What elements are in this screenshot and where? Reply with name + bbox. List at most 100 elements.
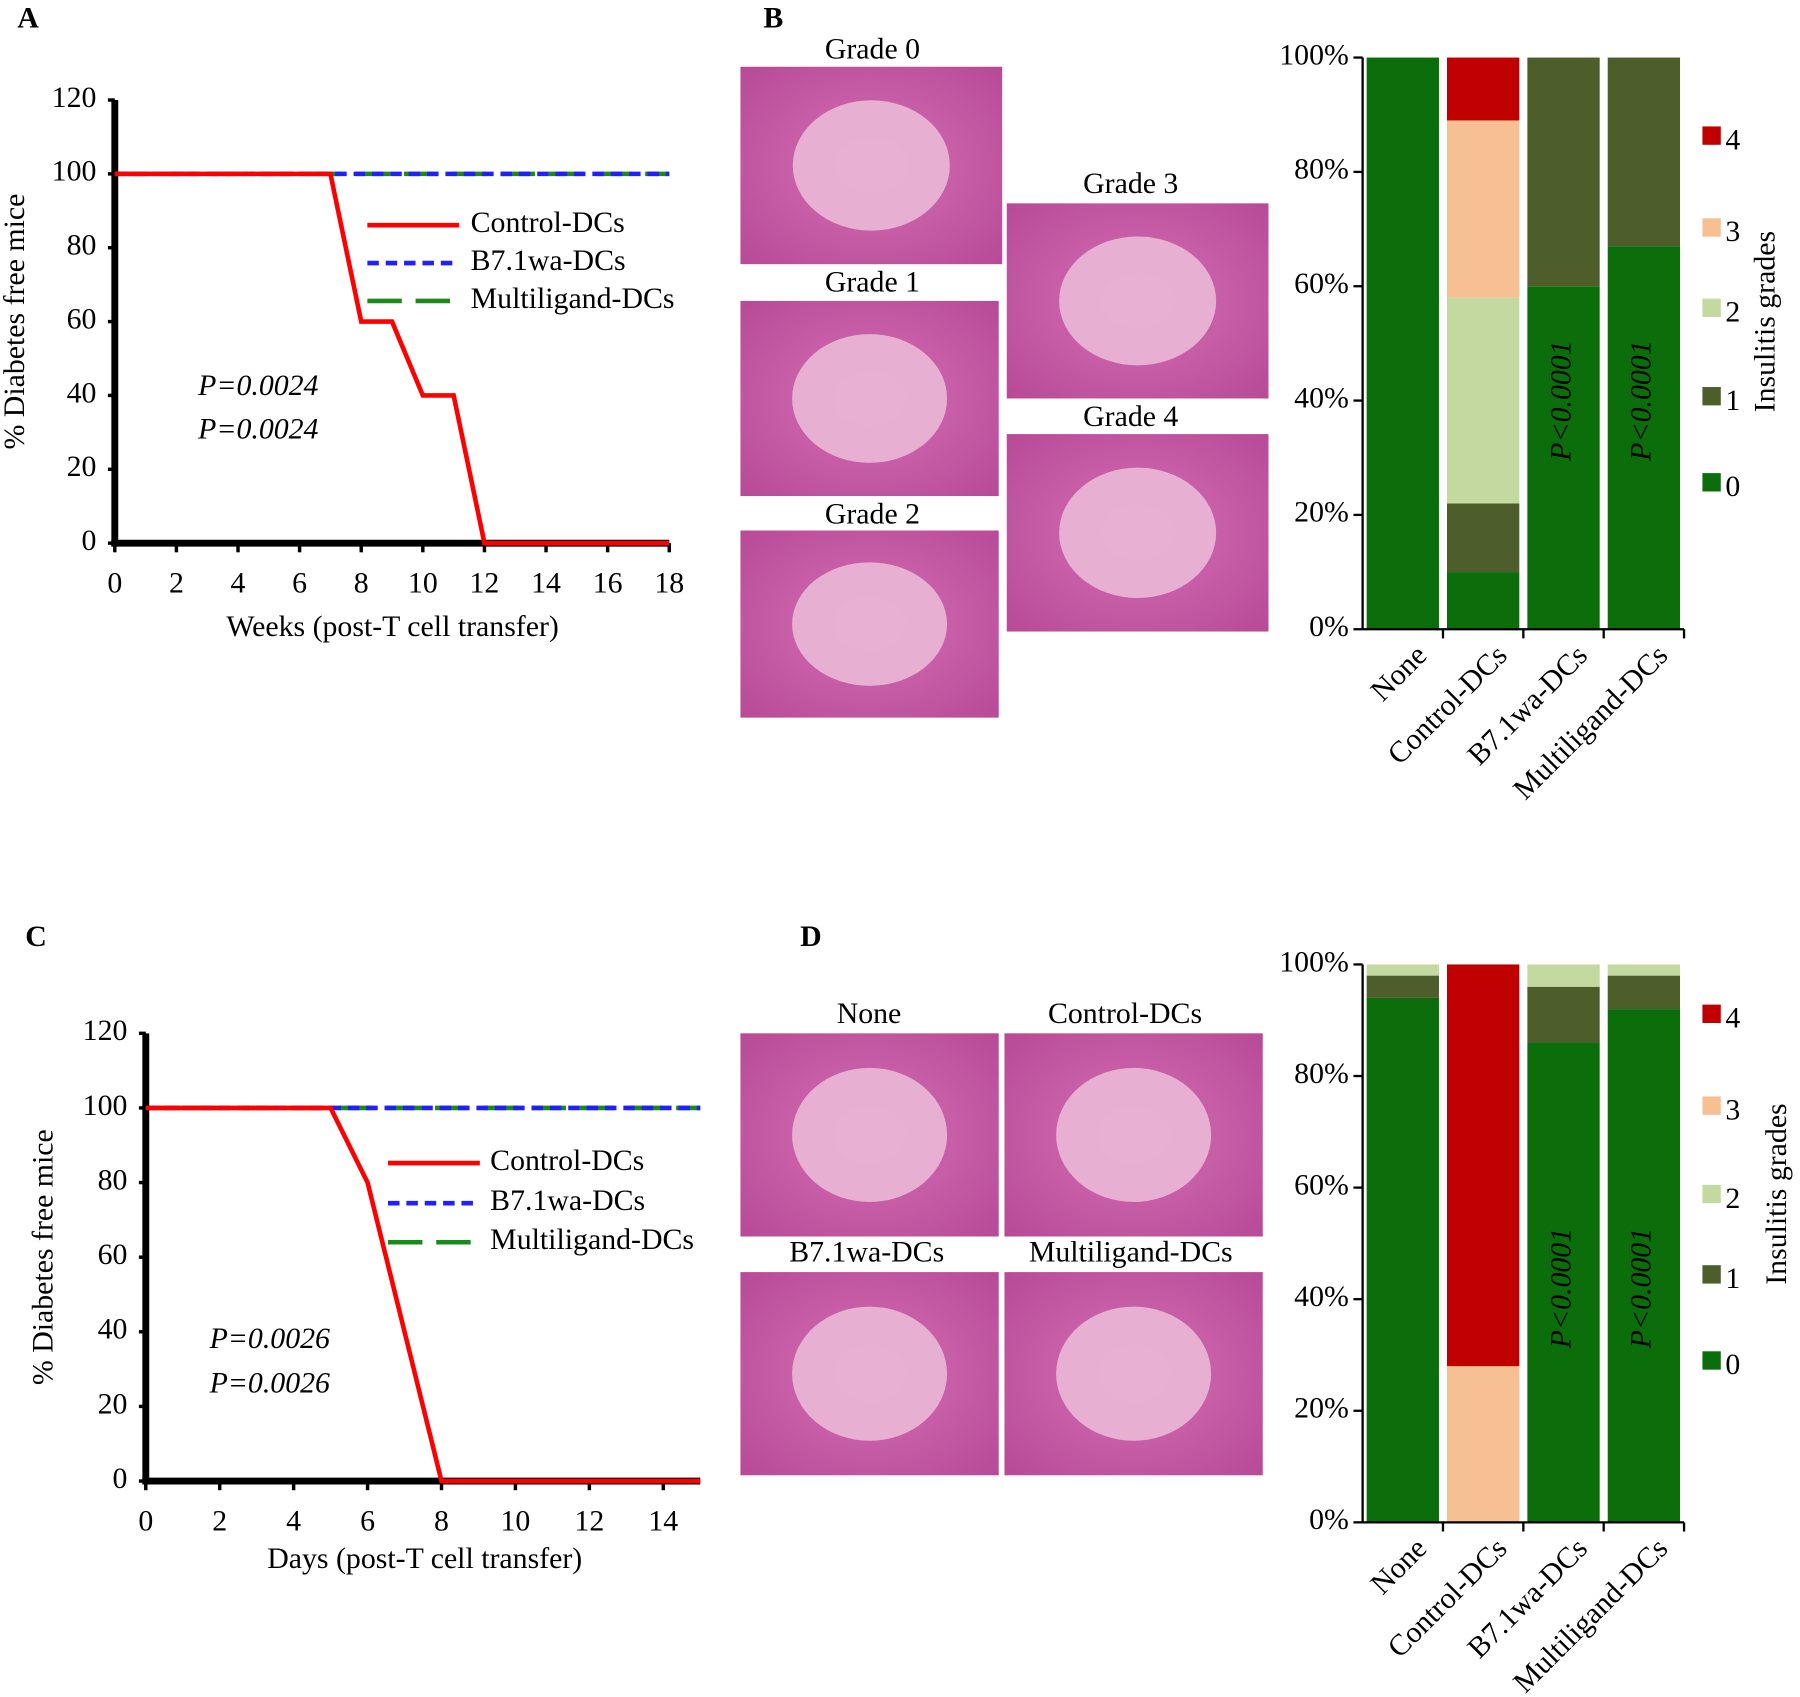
islet (792, 1067, 948, 1202)
image-label: Grade 2 (825, 498, 920, 531)
legend-title: Insulitis grades (1749, 231, 1782, 412)
x-tick-label: 2 (212, 1504, 227, 1537)
legend-label: B7.1wa-DCs (471, 244, 626, 277)
y-tick-label: 60% (1294, 1168, 1349, 1201)
legend-label: B7.1wa-DCs (490, 1184, 645, 1217)
y-tick-label: 100 (52, 155, 97, 188)
panel-label: A (17, 2, 39, 35)
bar-segment (1607, 246, 1681, 630)
x-tick-label: 0 (138, 1504, 153, 1537)
bar-segment (1527, 964, 1600, 987)
legend-label: 2 (1725, 1182, 1740, 1215)
legend-swatch (1702, 1096, 1721, 1115)
legend-label: 1 (1725, 384, 1740, 417)
x-tick-label: 4 (231, 566, 246, 599)
bar-segment (1366, 997, 1439, 1523)
y-tick-label: 80 (98, 1163, 128, 1196)
x-tick-label: 8 (434, 1504, 449, 1537)
y-tick-label: 60 (67, 302, 97, 335)
legend-label: Control-DCs (490, 1144, 644, 1177)
y-tick-label: 40% (1294, 381, 1349, 414)
islet (792, 100, 950, 231)
p-value: P=0.0026 (209, 1367, 330, 1400)
x-tick-label: 16 (593, 566, 623, 599)
y-tick-label: 60 (98, 1238, 128, 1271)
x-tick-label: 10 (408, 566, 438, 599)
islet (792, 562, 948, 686)
y-tick-label: 0 (82, 524, 97, 557)
bar-segment (1447, 120, 1520, 298)
bar-segment (1447, 572, 1520, 630)
bar-segment (1447, 57, 1520, 121)
legend-swatch (1702, 218, 1721, 237)
x-axis-label: Days (post-T cell transfer) (267, 1542, 582, 1575)
legend-label: 0 (1725, 470, 1740, 503)
y-tick-label: 80 (67, 229, 97, 262)
y-tick-label: 100% (1279, 38, 1349, 71)
islet (1056, 1306, 1212, 1441)
islet (1056, 1067, 1212, 1202)
y-tick-label: 120 (52, 81, 97, 114)
legend-label: 2 (1725, 296, 1740, 329)
image-label: B7.1wa-DCs (789, 1236, 944, 1269)
legend-swatch (1702, 387, 1721, 406)
y-tick-label: 20 (67, 450, 97, 483)
image-label: Grade 1 (825, 266, 920, 299)
legend-label: Control-DCs (471, 206, 625, 239)
bar-segment (1527, 986, 1600, 1043)
image-label: None (837, 997, 902, 1030)
y-tick-label: 60% (1294, 267, 1349, 300)
bar-segment (1366, 57, 1439, 630)
x-tick-label: 4 (286, 1504, 301, 1537)
bar-segment (1366, 964, 1439, 976)
bar-segment (1607, 57, 1681, 247)
p-value: P=0.0026 (209, 1322, 330, 1355)
legend-label: 3 (1725, 1093, 1740, 1126)
x-tick-label: 10 (501, 1504, 531, 1537)
p-value: P<0.0001 (1625, 340, 1658, 461)
y-tick-label: 40 (67, 376, 97, 409)
y-tick-label: 100 (83, 1089, 128, 1122)
y-tick-label: 0% (1309, 610, 1349, 643)
x-axis-label: Weeks (post-T cell transfer) (226, 610, 558, 643)
legend-swatch (1702, 1004, 1721, 1023)
image-label: Grade 4 (1083, 400, 1178, 433)
x-tick-label: 14 (531, 566, 561, 599)
x-tick-label: 6 (360, 1504, 375, 1537)
x-tick-label: 6 (292, 566, 307, 599)
y-tick-label: 20 (98, 1387, 128, 1420)
y-tick-label: 20% (1294, 1392, 1349, 1425)
y-axis-label: % Diabetes free mice (27, 1129, 60, 1385)
legend-swatch (1702, 1184, 1721, 1204)
x-tick-label: 12 (470, 566, 500, 599)
x-tick-label: 14 (648, 1504, 678, 1537)
legend-label: 4 (1725, 1002, 1740, 1035)
panel-label: B (763, 2, 783, 35)
y-tick-label: 0% (1309, 1503, 1349, 1536)
p-value: P=0.0024 (197, 369, 318, 402)
y-tick-label: 0 (113, 1462, 128, 1495)
legend-swatch (1702, 126, 1721, 145)
legend-label: 3 (1725, 215, 1740, 248)
bar-segment (1527, 1042, 1600, 1523)
x-tick-label: 18 (654, 566, 684, 599)
legend-swatch (1702, 1351, 1721, 1370)
y-tick-label: 80% (1294, 1057, 1349, 1090)
x-tick-label: 8 (354, 566, 369, 599)
p-value: P=0.0024 (197, 413, 318, 446)
bar-segment (1527, 286, 1600, 630)
legend-label: 1 (1725, 1262, 1740, 1295)
p-value: P<0.0001 (1625, 1228, 1658, 1349)
legend-swatch (1702, 298, 1721, 317)
legend-title: Insulitis grades (1760, 1103, 1793, 1284)
bar-segment (1447, 297, 1520, 504)
bar-segment (1447, 964, 1520, 1367)
p-value: P<0.0001 (1544, 1228, 1577, 1349)
image-label: Grade 3 (1083, 167, 1178, 200)
bar-segment (1607, 1009, 1681, 1523)
y-tick-label: 40 (98, 1313, 128, 1346)
islet (1059, 236, 1217, 366)
line-series (145, 1105, 701, 1484)
islet (792, 334, 948, 463)
x-tick-label: 0 (107, 566, 122, 599)
